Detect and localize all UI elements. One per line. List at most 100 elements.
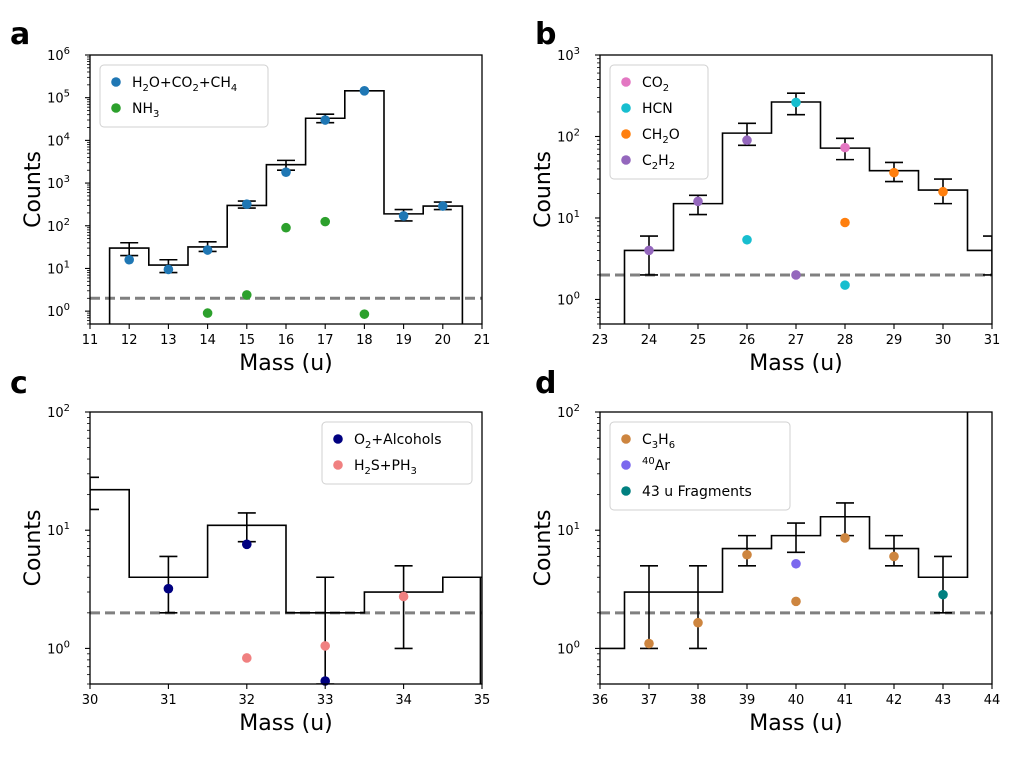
legend-marker-ch2o — [621, 129, 631, 139]
legend-label-c3h6: C3H6 — [642, 432, 675, 451]
data-point-o2_alcohols — [242, 539, 252, 550]
x-tick-label: 39 — [739, 693, 756, 708]
y-tick-label: 102 — [557, 403, 580, 421]
legend-box — [609, 421, 791, 511]
panel-a: 11 12 13 14 15 16 17 18 19 20 21 100 101 102 103 104 105… — [21, 46, 490, 376]
x-tick-label: 38 — [690, 693, 707, 708]
legend-box — [321, 421, 473, 485]
x-tick-label: 29 — [886, 333, 903, 348]
y-tick-label: 101 — [557, 209, 580, 227]
y-tick-label: 101 — [47, 259, 70, 277]
y-tick-label: 105 — [47, 89, 70, 107]
legend-label-co2: CO2 — [642, 75, 669, 94]
panel-b-letter: b — [535, 17, 556, 52]
legend: O2+Alcohols H2S+PH3 — [321, 421, 473, 485]
x-tick-label: 30 — [935, 333, 952, 348]
step-histogram — [623, 101, 992, 324]
x-tick-label: 44 — [984, 693, 1001, 708]
x-tick-label: 19 — [395, 333, 412, 348]
data-point-h2o_co2_ch4 — [281, 167, 291, 177]
data-point-c3h6 — [889, 551, 899, 562]
panel-b: 23 24 25 26 27 28 29 30 31 100 101 102 103 Mass (u) Co… — [531, 46, 1001, 376]
x-tick-label: 28 — [837, 333, 854, 348]
x-tick-label: 25 — [690, 333, 707, 348]
legend: H2O+CO2+CH4 NH3 — [99, 64, 269, 128]
legend-box — [99, 64, 269, 128]
legend: CO2 HCN CH2O C2H2 — [609, 64, 709, 180]
x-tick-label: 17 — [317, 333, 334, 348]
legend-label-fragments43: 43 u Fragments — [642, 484, 752, 500]
data-marks-c — [90, 476, 482, 684]
data-point-c3h6 — [791, 596, 801, 607]
data-point-o2_alcohols — [163, 583, 174, 594]
x-axis-label: Mass (u) — [239, 351, 333, 376]
x-axis-label: Mass (u) — [749, 711, 843, 736]
x-axis-label: Mass (u) — [749, 351, 843, 376]
data-point-c3h6 — [644, 638, 654, 649]
data-point-h2s_ph3 — [320, 641, 331, 651]
x-tick-label: 20 — [435, 333, 452, 348]
legend-label-hcn: HCN — [642, 101, 673, 117]
data-point-h2o_co2_ch4 — [202, 245, 213, 255]
panel-c: 30 31 32 33 34 35 100 101 102 Mass (u) Counts O2+Al… — [21, 403, 490, 736]
x-tick-label: 40 — [788, 693, 805, 708]
y-tick-label: 102 — [557, 127, 580, 145]
legend-marker-fragments43 — [621, 486, 631, 496]
data-point-c2h2 — [644, 245, 654, 256]
x-tick-label: 12 — [121, 333, 138, 348]
legend-label-h2o_co2_ch4: H2O+CO2+CH4 — [132, 75, 237, 94]
legend-marker-c3h6 — [621, 434, 631, 444]
data-point-co2 — [840, 142, 850, 153]
data-point-h2o_co2_ch4 — [124, 254, 134, 265]
data-point-hcn — [791, 97, 801, 108]
legend-label-c2h2: C2H2 — [642, 153, 675, 172]
legend-label-nh3: NH3 — [132, 101, 159, 120]
legend-label-ch2o: CH2O — [642, 127, 680, 146]
y-axis-label: Counts — [531, 510, 556, 587]
x-tick-label: 31 — [160, 693, 177, 708]
x-tick-label: 31 — [984, 333, 1001, 348]
panel-d-letter: d — [535, 366, 556, 401]
step-histogram — [90, 488, 482, 684]
y-tick-label: 101 — [557, 521, 580, 539]
data-point-h2s_ph3 — [398, 591, 409, 602]
legend-marker-o2_alcohols — [333, 434, 343, 444]
data-point-h2o_co2_ch4 — [359, 86, 370, 96]
legend-marker-co2 — [621, 77, 631, 87]
x-tick-label: 42 — [886, 693, 903, 708]
legend: C3H6 40Ar 43 u Fragments — [609, 421, 791, 511]
x-tick-label: 32 — [239, 693, 256, 708]
x-tick-label: 24 — [641, 333, 658, 348]
axes-frame — [89, 411, 483, 685]
data-point-h2s_ph3 — [242, 653, 252, 663]
data-point-nh3 — [281, 222, 291, 233]
data-point-hcn — [840, 280, 850, 290]
data-point-ch2o — [938, 186, 948, 197]
y-axis-label: Counts — [21, 151, 46, 228]
legend-marker-ar40 — [621, 460, 631, 470]
y-tick-label: 100 — [557, 290, 580, 308]
panel-c-letter: c — [10, 366, 28, 401]
data-point-nh3 — [320, 216, 331, 227]
data-point-c3h6 — [693, 617, 703, 628]
data-point-fragments43 — [938, 589, 948, 600]
x-tick-label: 18 — [356, 333, 373, 348]
data-point-h2o_co2_ch4 — [242, 199, 252, 210]
y-tick-label: 100 — [47, 639, 70, 657]
data-point-h2o_co2_ch4 — [398, 211, 409, 221]
data-point-h2o_co2_ch4 — [163, 264, 174, 275]
legend-marker-c2h2 — [621, 155, 631, 165]
data-point-c3h6 — [840, 533, 850, 543]
x-tick-label: 36 — [592, 693, 609, 708]
data-point-c3h6 — [742, 549, 752, 560]
x-tick-label: 16 — [278, 333, 295, 348]
y-tick-label: 102 — [47, 403, 70, 421]
panel-a-letter: a — [10, 17, 30, 52]
y-tick-label: 104 — [47, 131, 70, 149]
x-tick-label: 41 — [837, 693, 854, 708]
y-tick-label: 106 — [47, 46, 70, 64]
x-tick-label: 34 — [395, 693, 412, 708]
x-tick-label: 43 — [935, 693, 952, 708]
legend-marker-h2o_co2_ch4 — [111, 77, 121, 87]
